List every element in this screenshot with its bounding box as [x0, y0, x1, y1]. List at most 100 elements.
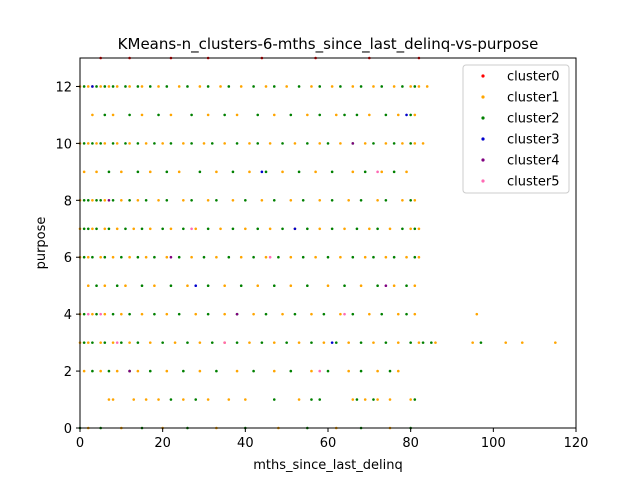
point-cluster2-121: [343, 284, 346, 287]
point-cluster1-28: [235, 113, 239, 117]
point-cluster2-122: [376, 284, 379, 287]
point-cluster4-0: [107, 199, 111, 202]
point-cluster2-141: [120, 341, 123, 344]
point-cluster2-26: [289, 113, 293, 117]
point-cluster1-151: [111, 341, 115, 344]
point-cluster2-30: [384, 113, 388, 117]
point-cluster2-62: [86, 199, 90, 202]
point-cluster1-73: [157, 199, 160, 202]
point-cluster1-187: [182, 398, 185, 401]
point-cluster1-71: [120, 199, 123, 202]
point-cluster2-0: [82, 85, 86, 88]
y-tick-label-2: 4: [64, 308, 72, 323]
point-cluster1-144: [368, 312, 371, 316]
point-cluster1-146: [413, 312, 417, 316]
point-cluster1-74: [182, 199, 185, 202]
point-cluster1-181: [396, 369, 400, 373]
point-cluster2-24: [223, 113, 226, 117]
point-cluster2-114: [115, 284, 119, 287]
point-cluster2-95: [413, 227, 417, 231]
point-cluster2-54: [198, 170, 202, 174]
point-cluster2-88: [256, 227, 260, 231]
point-cluster2-16: [359, 85, 363, 88]
point-cluster2-66: [128, 199, 131, 202]
point-cluster2-116: [169, 284, 173, 287]
point-cluster1-194: [376, 398, 379, 401]
point-cluster2-151: [359, 341, 363, 344]
points-layer: [78, 56, 557, 430]
point-cluster1-117: [384, 255, 388, 259]
point-cluster1-59: [148, 170, 152, 174]
point-cluster2-29: [355, 113, 359, 117]
point-cluster2-113: [95, 284, 98, 287]
point-cluster2-5: [136, 85, 140, 88]
point-cluster1-49: [318, 142, 322, 145]
point-cluster1-158: [272, 341, 276, 344]
point-cluster1-109: [190, 255, 193, 259]
point-cluster2-171: [310, 398, 313, 401]
point-cluster1-45: [223, 142, 226, 145]
point-cluster2-175: [413, 398, 417, 401]
point-cluster1-70: [103, 199, 107, 202]
x-tick-label-2: 40: [237, 436, 254, 451]
point-cluster1-155: [198, 341, 202, 344]
point-cluster1-54: [413, 142, 417, 145]
point-cluster1-186: [157, 398, 160, 401]
x-tick-label-6: 120: [564, 436, 589, 451]
point-cluster5-1: [99, 312, 102, 316]
point-cluster2-50: [409, 142, 412, 145]
point-cluster1-171: [99, 369, 102, 373]
point-cluster2-38: [153, 142, 156, 145]
point-cluster1-178: [310, 369, 313, 373]
point-cluster1-134: [103, 312, 107, 316]
legend-label-cluster4: cluster4: [507, 154, 559, 169]
point-cluster1-169: [554, 341, 557, 344]
point-cluster1-19: [392, 85, 396, 88]
point-cluster2-40: [190, 142, 193, 145]
point-cluster1-106: [128, 255, 131, 259]
point-cluster1-25: [140, 113, 144, 117]
point-cluster1-161: [347, 341, 350, 344]
point-cluster2-91: [330, 227, 334, 231]
point-cluster2-93: [376, 227, 379, 231]
point-cluster1-94: [268, 227, 272, 231]
point-cluster1-137: [165, 312, 169, 316]
point-cluster2-172: [318, 398, 322, 401]
point-cluster2-140: [103, 341, 107, 344]
point-cluster2-104: [227, 255, 231, 259]
point-cluster1-175: [198, 369, 202, 373]
point-cluster2-9: [206, 85, 210, 88]
point-cluster2-127: [128, 312, 131, 316]
point-cluster3-4: [194, 284, 198, 287]
point-cluster5-8: [343, 312, 346, 316]
point-cluster2-75: [359, 199, 363, 202]
point-cluster5-7: [376, 170, 379, 174]
x-tick-label-4: 80: [402, 436, 419, 451]
point-cluster1-31: [334, 113, 338, 117]
point-cluster2-13: [297, 85, 301, 88]
point-cluster2-14: [318, 85, 322, 88]
point-cluster1-43: [182, 142, 185, 145]
point-cluster2-90: [306, 227, 309, 231]
y-tick-label-5: 10: [55, 137, 72, 152]
point-cluster2-31: [409, 113, 412, 117]
point-cluster2-168: [169, 398, 173, 401]
point-cluster2-144: [186, 341, 189, 344]
point-cluster1-23: [91, 113, 94, 117]
x-tick-label-1: 20: [154, 436, 171, 451]
point-cluster4-5: [128, 369, 131, 373]
point-cluster1-147: [475, 312, 479, 316]
y-tick-label-0: 0: [64, 422, 72, 437]
point-cluster2-107: [301, 255, 305, 259]
point-cluster2-69: [190, 199, 193, 202]
point-cluster1-136: [140, 312, 144, 316]
point-cluster1-9: [177, 85, 181, 88]
point-cluster1-126: [256, 284, 260, 287]
point-cluster2-2: [103, 85, 107, 88]
legend-marker-cluster1: [481, 95, 485, 99]
point-cluster1-160: [322, 341, 326, 344]
point-cluster2-162: [215, 369, 218, 373]
point-cluster1-57: [95, 170, 98, 174]
point-cluster1-149: [86, 341, 90, 344]
